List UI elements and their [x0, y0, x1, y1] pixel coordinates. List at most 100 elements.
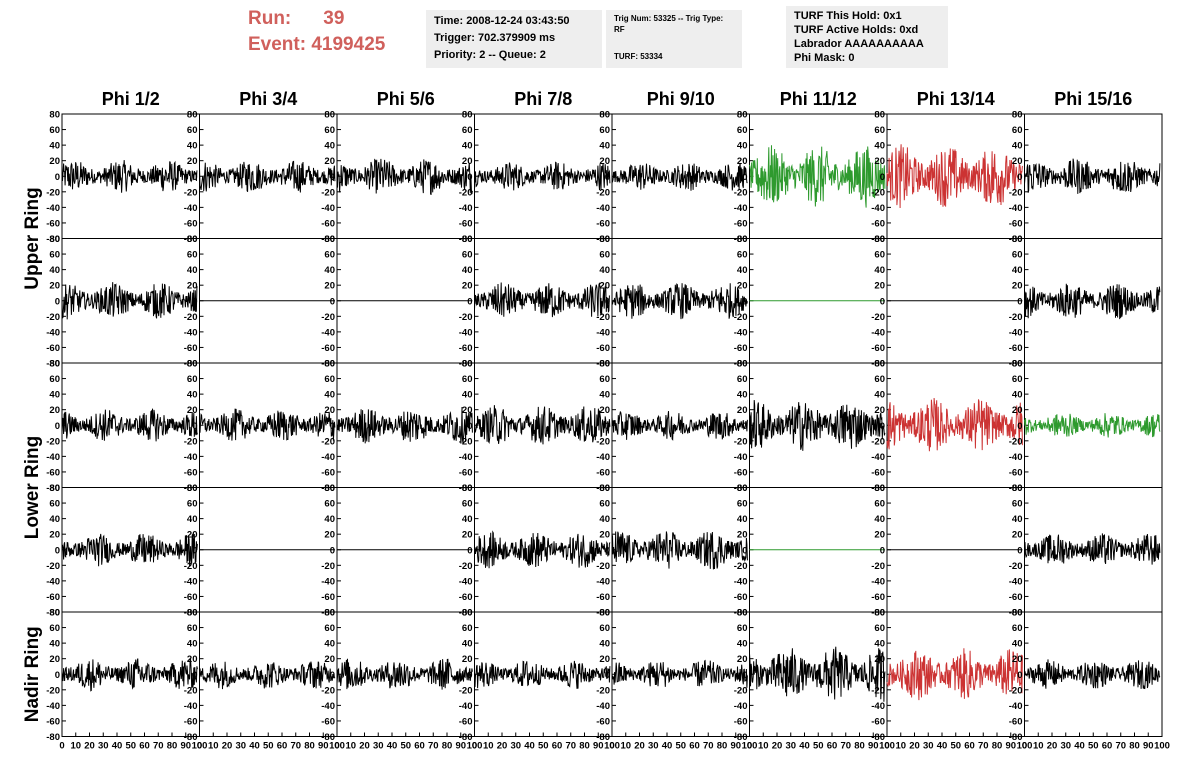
column-title-5: Phi 9/10 [647, 89, 715, 109]
y-tick-label-r4-c7-2: 40 [874, 514, 885, 525]
y-tick-label-r2-c2-5: -20 [184, 312, 198, 323]
labrador-text: Labrador AAAAAAAAAA [794, 38, 924, 50]
turf-text: TURF: 53334 [614, 52, 663, 61]
x-tick-label-r5-c4-9: 90 [593, 741, 604, 752]
y-tick-label-r4-c4-2: 40 [462, 514, 473, 525]
y-tick-label-r3-c2-2: 40 [187, 390, 198, 401]
y-tick-label-r3-c6-7: -60 [734, 467, 748, 478]
y-tick-label-r4-c1-1: 60 [49, 499, 60, 510]
x-tick-label-r5-c2-1: 10 [208, 741, 219, 752]
x-tick-label-r5-c5-4: 40 [662, 741, 673, 752]
y-tick-label-r2-c1-7: -60 [46, 343, 60, 354]
x-tick-label-r5-c2-3: 30 [235, 741, 246, 752]
y-tick-label-r3-c7-7: -60 [871, 467, 885, 478]
x-tick-label-r5-c4-5: 50 [538, 741, 549, 752]
y-tick-label-r1-c2-8: -80 [184, 234, 198, 245]
y-tick-label-r3-c3-7: -60 [321, 467, 335, 478]
y-tick-label-r3-c5-2: 40 [599, 390, 610, 401]
y-tick-label-r2-c1-8: -80 [46, 359, 60, 370]
turf-hold-text: TURF This Hold: 0x1 [794, 10, 902, 22]
y-tick-label-r5-c1-4: 0 [55, 670, 60, 681]
y-tick-label-r4-c6-1: 60 [737, 499, 748, 510]
y-tick-label-r4-c4-6: -40 [459, 576, 473, 587]
y-tick-label-r1-c8-0: 80 [1012, 110, 1023, 121]
y-tick-label-r3-c8-7: -60 [1009, 467, 1023, 478]
y-tick-label-r3-c7-8: -80 [871, 483, 885, 494]
y-tick-label-r3-c3-1: 60 [324, 374, 335, 385]
y-tick-label-r3-c8-4: 0 [1017, 421, 1022, 432]
waveform-r4-c8 [1024, 533, 1161, 565]
y-tick-label-r5-c1-7: -60 [46, 716, 60, 727]
x-tick-label-r5-c2-5: 50 [263, 741, 274, 752]
y-tick-label-r1-c6-4: 0 [742, 172, 747, 183]
y-tick-label-r3-c2-1: 60 [187, 374, 198, 385]
y-tick-label-r5-c5-2: 40 [599, 639, 610, 650]
x-tick-label-r5-c2-4: 40 [249, 741, 260, 752]
y-tick-label-r4-c8-6: -40 [1009, 576, 1023, 587]
x-tick-label-r5-c2-6: 60 [277, 741, 288, 752]
y-tick-label-r1-c6-6: -40 [734, 203, 748, 214]
y-tick-label-r5-c5-4: 0 [605, 670, 610, 681]
y-tick-label-r5-c5-3: 20 [599, 654, 610, 665]
y-tick-label-r1-c6-3: 20 [737, 156, 748, 167]
y-tick-label-r2-c8-7: -60 [1009, 343, 1023, 354]
x-tick-label-r5-c8-9: 90 [1143, 741, 1154, 752]
y-tick-label-r3-c8-6: -40 [1009, 452, 1023, 463]
x-tick-label-r5-c8-3: 30 [1060, 741, 1071, 752]
x-tick-label-r5-c4-7: 70 [565, 741, 576, 752]
x-tick-label-r5-c7-7: 70 [978, 741, 989, 752]
y-tick-label-r4-c8-8: -80 [1009, 608, 1023, 619]
y-tick-label-r2-c6-4: 0 [742, 296, 747, 307]
y-tick-label-r1-c5-0: 80 [599, 110, 610, 121]
y-tick-label-r4-c1-2: 40 [49, 514, 60, 525]
waveform-r5-c7 [886, 648, 1023, 701]
y-tick-label-r3-c5-7: -60 [596, 467, 610, 478]
y-tick-label-r3-c1-7: -60 [46, 467, 60, 478]
y-tick-label-r2-c3-8: -80 [321, 359, 335, 370]
x-tick-label-r5-c4-0: 0 [472, 741, 477, 752]
y-tick-label-r3-c4-7: -60 [459, 467, 473, 478]
y-tick-label-r1-c7-2: 40 [874, 141, 885, 152]
time-info-box: Time: 2008-12-24 03:43:50 Trigger: 702.3… [426, 10, 602, 68]
y-tick-label-r3-c8-8: -80 [1009, 483, 1023, 494]
waveform-r3-c1 [61, 408, 198, 442]
y-tick-label-r3-c3-2: 40 [324, 390, 335, 401]
waveform-r2-c4 [474, 282, 611, 318]
x-tick-label-r5-c7-0: 0 [884, 741, 889, 752]
y-tick-label-r3-c1-5: -20 [46, 436, 60, 447]
y-tick-label-r4-c6-3: 20 [737, 530, 748, 541]
y-tick-label-r4-c2-0: 80 [187, 483, 198, 494]
y-tick-label-r5-c3-4: 0 [330, 670, 335, 681]
y-tick-label-r5-c8-0: 80 [1012, 608, 1023, 619]
y-tick-label-r4-c5-1: 60 [599, 499, 610, 510]
y-tick-label-r5-c1-5: -20 [46, 685, 60, 696]
y-tick-label-r1-c3-0: 80 [324, 110, 335, 121]
y-tick-label-r3-c8-5: -20 [1009, 436, 1023, 447]
y-tick-label-r1-c4-8: -80 [459, 234, 473, 245]
y-tick-label-r1-c7-6: -40 [871, 203, 885, 214]
y-tick-label-r1-c2-6: -40 [184, 203, 198, 214]
waveform-r5-c6 [749, 646, 886, 702]
waveform-r4-c4 [474, 530, 611, 569]
y-tick-label-r4-c8-0: 80 [1012, 483, 1023, 494]
y-tick-label-r1-c2-2: 40 [187, 141, 198, 152]
waveform-r1-c7 [886, 144, 1023, 209]
y-tick-label-r3-c1-3: 20 [49, 405, 60, 416]
x-tick-label-r5-c8-10: 100 [1154, 741, 1170, 752]
x-tick-label-r5-c1-4: 40 [112, 741, 123, 752]
waveform-r1-c5 [611, 162, 748, 191]
time-text: Time: 2008-12-24 03:43:50 [434, 15, 570, 27]
y-tick-label-r3-c3-8: -80 [321, 483, 335, 494]
x-tick-label-r5-c3-3: 30 [373, 741, 384, 752]
y-tick-label-r3-c6-1: 60 [737, 374, 748, 385]
y-tick-label-r1-c2-7: -60 [184, 218, 198, 229]
y-tick-label-r1-c5-7: -60 [596, 218, 610, 229]
x-tick-label-r5-c1-9: 90 [180, 741, 191, 752]
x-tick-label-r5-c3-8: 80 [442, 741, 453, 752]
waveform-r1-c3 [336, 158, 473, 196]
y-tick-label-r5-c2-1: 60 [187, 623, 198, 634]
y-tick-label-r5-c3-1: 60 [324, 623, 335, 634]
y-tick-label-r2-c7-4: 0 [880, 296, 885, 307]
y-tick-label-r2-c4-8: -80 [459, 359, 473, 370]
y-tick-label-r1-c7-8: -80 [871, 234, 885, 245]
